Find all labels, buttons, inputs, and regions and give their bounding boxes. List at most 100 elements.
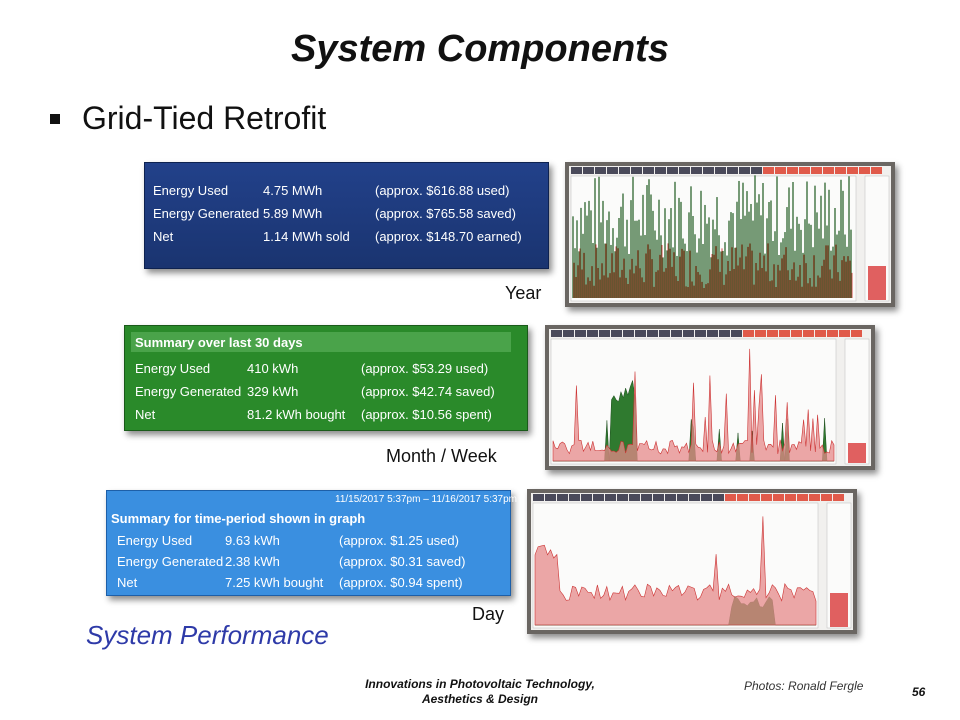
graph-tab bbox=[575, 330, 586, 337]
graph-tab bbox=[703, 167, 714, 174]
graph-tab bbox=[623, 330, 634, 337]
graph-tab bbox=[839, 330, 850, 337]
month-summary-header: Summary over last 30 days bbox=[135, 335, 303, 350]
month-graph bbox=[545, 325, 875, 470]
graph-tab bbox=[533, 494, 544, 501]
graph-tab bbox=[811, 167, 822, 174]
graph-tab bbox=[677, 494, 688, 501]
day-caption: Day bbox=[472, 604, 505, 624]
graph-tab bbox=[557, 494, 568, 501]
graph-tab bbox=[725, 494, 736, 501]
graph-tab bbox=[871, 167, 882, 174]
graph-tab bbox=[617, 494, 628, 501]
month-graph-photo bbox=[545, 325, 875, 470]
day-graph-photo bbox=[527, 489, 857, 634]
graph-tab bbox=[593, 494, 604, 501]
graph-tab bbox=[659, 330, 670, 337]
graph-tab bbox=[823, 167, 834, 174]
page-number: 56 bbox=[912, 685, 926, 699]
footer-text: Innovations in Photovoltaic Technology, … bbox=[365, 677, 595, 706]
graph-tab bbox=[569, 494, 580, 501]
graph-tab bbox=[859, 167, 870, 174]
used-series bbox=[534, 516, 817, 626]
graph-tab bbox=[751, 167, 762, 174]
graph-tab bbox=[611, 330, 622, 337]
graph-tab bbox=[713, 494, 724, 501]
square-bullet-icon bbox=[50, 113, 60, 124]
graph-tab bbox=[739, 167, 750, 174]
system-performance-text: System Performance bbox=[86, 620, 329, 650]
graph-tab bbox=[761, 494, 772, 501]
day-summary-panel: 11/15/2017 5:37pm – 11/16/2017 5:37pm Su… bbox=[106, 490, 517, 596]
bullet-text: Grid-Tied Retrofit bbox=[82, 100, 327, 136]
graph-tab bbox=[679, 167, 690, 174]
graph-tab bbox=[631, 167, 642, 174]
graph-tab bbox=[799, 167, 810, 174]
graph-tab bbox=[665, 494, 676, 501]
graph-tab bbox=[779, 330, 790, 337]
graph-tab bbox=[653, 494, 664, 501]
graph-tab bbox=[827, 330, 838, 337]
graph-tab bbox=[641, 494, 652, 501]
graph-tab bbox=[607, 167, 618, 174]
graph-tab bbox=[583, 167, 594, 174]
day-summary-header: Summary for time-period shown in graph bbox=[111, 511, 366, 526]
graph-tab bbox=[755, 330, 766, 337]
graph-tab bbox=[773, 494, 784, 501]
graph-tab bbox=[707, 330, 718, 337]
graph-tab bbox=[643, 167, 654, 174]
graph-tab bbox=[667, 167, 678, 174]
graph-tab bbox=[689, 494, 700, 501]
graph-tab bbox=[763, 167, 774, 174]
graph-tab bbox=[571, 167, 582, 174]
graph-tab bbox=[803, 330, 814, 337]
year-graph bbox=[565, 162, 895, 307]
graph-tab bbox=[551, 330, 562, 337]
slide-title: System Components bbox=[291, 28, 669, 70]
graph-tab bbox=[581, 494, 592, 501]
graph-tab bbox=[821, 494, 832, 501]
graph-tab bbox=[785, 494, 796, 501]
used-series bbox=[552, 348, 835, 462]
graph-tab bbox=[737, 494, 748, 501]
graph-tab bbox=[545, 494, 556, 501]
graph-tab bbox=[695, 330, 706, 337]
graph-tab bbox=[787, 167, 798, 174]
graph-tab bbox=[715, 167, 726, 174]
graph-tab bbox=[833, 494, 844, 501]
graph-tab bbox=[563, 330, 574, 337]
graph-tab bbox=[587, 330, 598, 337]
graph-tab bbox=[619, 167, 630, 174]
graph-tab bbox=[847, 167, 858, 174]
bullet-item: Grid-Tied Retrofit bbox=[50, 100, 326, 137]
photo-credit: Photos: Ronald Fergle bbox=[744, 679, 864, 693]
graph-tab bbox=[815, 330, 826, 337]
graph-tab bbox=[749, 494, 760, 501]
graph-tab bbox=[605, 494, 616, 501]
graph-tab bbox=[731, 330, 742, 337]
graph-tab bbox=[701, 494, 712, 501]
graph-tab bbox=[727, 167, 738, 174]
graph-tab bbox=[647, 330, 658, 337]
graph-tab bbox=[797, 494, 808, 501]
year-graph-photo bbox=[565, 162, 895, 307]
graph-tab bbox=[775, 167, 786, 174]
day-graph bbox=[527, 489, 857, 634]
graph-tab bbox=[691, 167, 702, 174]
graph-tab bbox=[595, 167, 606, 174]
day-date-range: 11/15/2017 5:37pm – 11/16/2017 5:37pm bbox=[335, 494, 517, 505]
graph-tab bbox=[629, 494, 640, 501]
month-caption: Month / Week bbox=[386, 446, 497, 466]
graph-tab bbox=[655, 167, 666, 174]
year-summary-panel: Energy Used 4.75 MWh (approx. $616.88 us… bbox=[144, 162, 549, 269]
graph-tab bbox=[671, 330, 682, 337]
month-summary-panel: Summary over last 30 days Energy Used 41… bbox=[124, 325, 528, 431]
graph-tab bbox=[599, 330, 610, 337]
graph-tab bbox=[743, 330, 754, 337]
graph-tab bbox=[809, 494, 820, 501]
graph-tab bbox=[767, 330, 778, 337]
year-caption: Year bbox=[505, 283, 542, 303]
graph-tab bbox=[851, 330, 862, 337]
graph-tab bbox=[835, 167, 846, 174]
graph-tab bbox=[719, 330, 730, 337]
